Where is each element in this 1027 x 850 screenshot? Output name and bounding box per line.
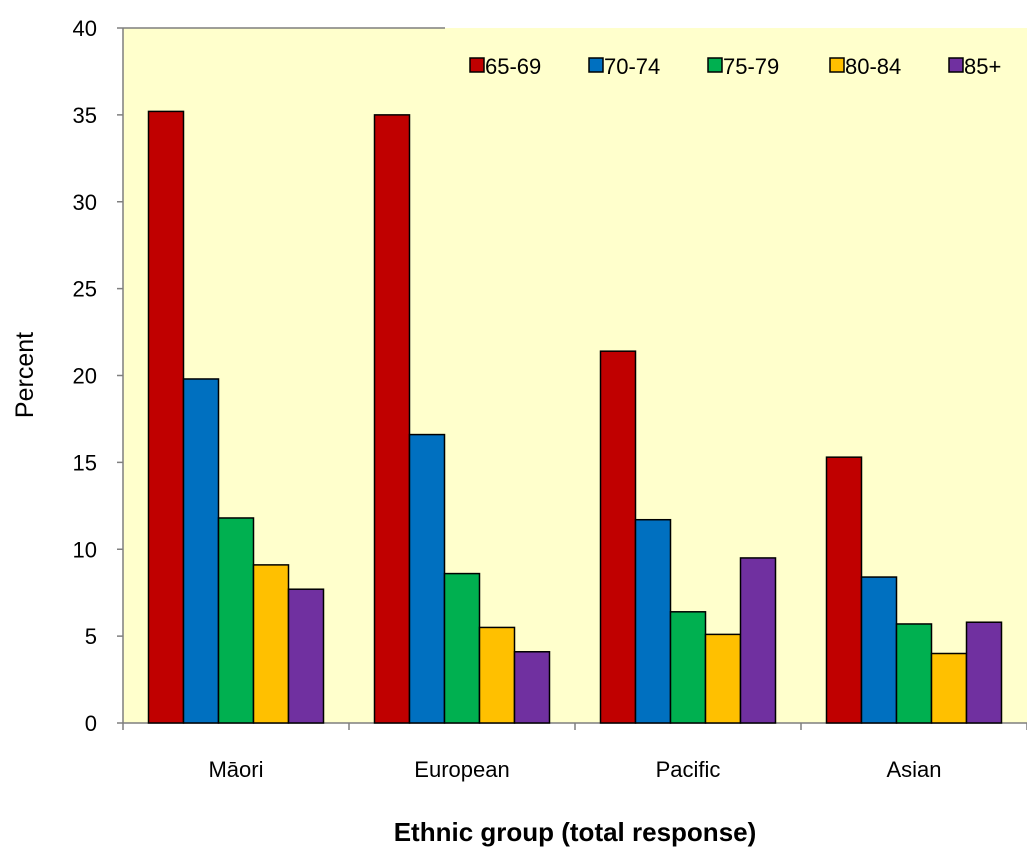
legend-swatch [588,57,604,73]
bar-85+-Asian [965,621,1003,724]
bar-70-74-European [408,433,446,724]
legend-swatch [948,57,964,73]
y-tick-label: 20 [73,364,97,389]
legend-label: 70-74 [604,54,660,79]
bar-80-84-European [478,626,516,724]
legend-swatch [829,57,845,73]
x-category-label: Asian [886,757,941,782]
bar-70-74-Māori [182,378,220,724]
bar-65-69-Māori [147,110,185,724]
bar-70-74-Asian [860,576,898,724]
y-tick-label: 10 [73,537,97,562]
bar-85+-Māori [287,588,325,724]
bar-80-84-Pacific [704,633,742,724]
bar-65-69-European [373,114,411,724]
y-tick-label: 15 [73,450,97,475]
legend-label: 75-79 [723,54,779,79]
bar-75-79-Māori [217,517,255,724]
legend-label: 85+ [964,54,1001,79]
bar-85+-Pacific [739,557,777,724]
legend-swatch [469,57,485,73]
bar-75-79-European [443,572,481,724]
legend-swatch [707,57,723,73]
y-tick-label: 0 [85,711,97,736]
y-tick-label: 5 [85,624,97,649]
bar-80-84-Māori [252,564,290,724]
bar-65-69-Asian [825,456,863,724]
x-category-label: Pacific [656,757,721,782]
bar-75-79-Pacific [669,611,707,724]
y-tick-label: 30 [73,190,97,215]
legend-label: 65-69 [485,54,541,79]
y-axis-title: Percent [11,332,39,418]
x-category-label: European [414,757,509,782]
y-tick-label: 35 [73,103,97,128]
y-tick-label: 40 [73,16,97,41]
legend-label: 80-84 [845,54,901,79]
bar-75-79-Asian [895,623,933,724]
bar-80-84-Asian [930,652,968,724]
x-category-label: Māori [208,757,263,782]
bar-65-69-Pacific [599,350,637,724]
bar-85+-European [513,651,551,724]
y-tick-label: 25 [73,277,97,302]
x-axis-title: Ethnic group (total response) [394,817,757,847]
bar-70-74-Pacific [634,518,672,724]
